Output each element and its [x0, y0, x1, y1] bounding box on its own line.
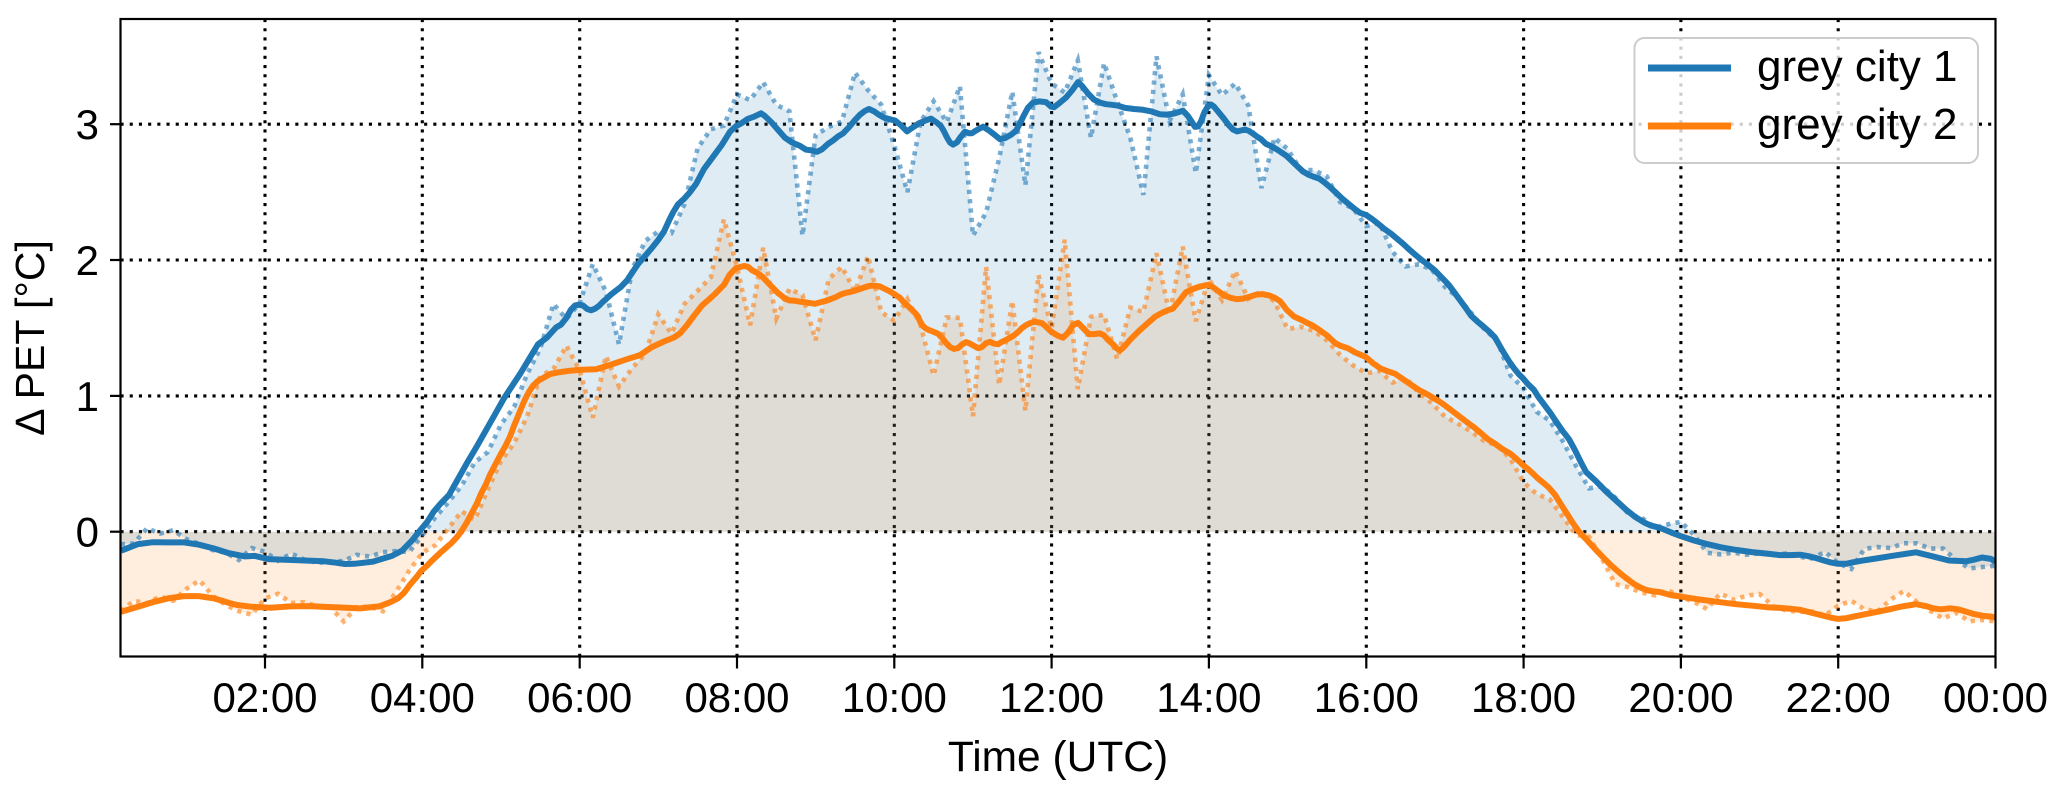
svg-text:10:00: 10:00 [842, 674, 947, 721]
svg-text:20:00: 20:00 [1628, 674, 1733, 721]
svg-text:3: 3 [76, 101, 99, 148]
svg-text:02:00: 02:00 [212, 674, 317, 721]
svg-text:0: 0 [76, 509, 99, 556]
svg-text:14:00: 14:00 [1156, 674, 1261, 721]
svg-text:2: 2 [76, 237, 99, 284]
svg-text:12:00: 12:00 [999, 674, 1104, 721]
svg-text:grey city 1: grey city 1 [1757, 42, 1958, 91]
svg-text:18:00: 18:00 [1471, 674, 1576, 721]
svg-text:grey city 2: grey city 2 [1757, 100, 1958, 149]
svg-text:Time (UTC): Time (UTC) [948, 734, 1168, 781]
svg-text:22:00: 22:00 [1786, 674, 1891, 721]
svg-text:04:00: 04:00 [370, 674, 475, 721]
svg-text:00:00: 00:00 [1943, 674, 2048, 721]
svg-text:06:00: 06:00 [527, 674, 632, 721]
svg-text:16:00: 16:00 [1314, 674, 1419, 721]
svg-text:1: 1 [76, 373, 99, 420]
svg-text:08:00: 08:00 [684, 674, 789, 721]
svg-text:Δ PET [°C]: Δ PET [°C] [7, 240, 53, 436]
